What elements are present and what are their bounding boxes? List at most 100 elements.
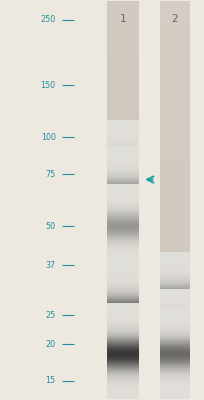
Bar <box>106 304 138 306</box>
Bar <box>106 346 138 348</box>
Bar <box>106 131 138 132</box>
Bar <box>106 150 138 152</box>
Bar <box>106 366 138 368</box>
Bar <box>106 132 138 134</box>
Bar <box>106 114 138 116</box>
Bar <box>159 306 189 308</box>
Bar <box>106 183 138 186</box>
Bar <box>106 310 138 312</box>
Bar <box>106 28 138 30</box>
Bar <box>159 208 189 210</box>
Bar <box>159 228 189 230</box>
Bar <box>106 58 138 61</box>
Bar <box>106 364 138 366</box>
Bar <box>159 239 189 241</box>
Bar <box>106 130 138 131</box>
Bar <box>106 227 138 228</box>
Bar <box>106 231 138 232</box>
Bar <box>159 382 189 384</box>
Bar <box>106 180 138 181</box>
Bar <box>159 362 189 364</box>
Bar <box>106 152 138 153</box>
Bar <box>106 290 138 292</box>
Bar <box>106 183 138 184</box>
Bar <box>106 382 138 384</box>
Bar <box>106 161 138 163</box>
Bar <box>106 5 138 7</box>
Bar <box>106 214 138 217</box>
Bar <box>159 188 189 190</box>
Bar <box>106 206 138 208</box>
Bar <box>159 134 189 136</box>
Text: 15: 15 <box>45 376 55 386</box>
Bar <box>159 308 189 310</box>
Bar <box>106 315 138 317</box>
Bar <box>106 230 138 232</box>
Bar <box>159 150 189 152</box>
Bar <box>106 186 138 188</box>
Bar <box>106 63 138 65</box>
Bar <box>106 176 138 177</box>
Bar <box>159 330 189 332</box>
Bar <box>106 166 138 167</box>
Bar <box>106 299 138 301</box>
Bar <box>106 99 138 101</box>
Bar <box>106 122 138 123</box>
Bar <box>106 200 138 201</box>
Bar <box>106 393 138 395</box>
Bar <box>159 299 189 301</box>
Bar <box>106 1 138 399</box>
Bar <box>106 317 138 319</box>
Bar <box>106 234 138 235</box>
Bar <box>106 36 138 38</box>
Bar <box>106 110 138 112</box>
Bar <box>106 395 138 397</box>
Bar <box>106 163 138 166</box>
Bar <box>159 48 189 50</box>
Bar <box>106 153 138 154</box>
Bar <box>106 275 138 277</box>
Bar <box>159 264 189 266</box>
Bar <box>159 43 189 45</box>
Bar <box>106 148 138 150</box>
Bar <box>106 169 138 170</box>
Bar <box>106 377 138 379</box>
Bar <box>106 397 138 399</box>
Bar <box>106 12 138 14</box>
Bar <box>106 129 138 130</box>
Bar <box>106 136 138 137</box>
Bar <box>106 321 138 324</box>
Bar <box>106 156 138 159</box>
Bar <box>159 18 189 21</box>
Bar <box>159 284 189 286</box>
Bar <box>106 254 138 257</box>
Bar <box>106 143 138 146</box>
Bar <box>106 223 138 226</box>
Bar <box>106 332 138 335</box>
Bar <box>159 194 189 197</box>
Bar <box>159 179 189 181</box>
Bar <box>106 165 138 166</box>
Bar <box>106 88 138 90</box>
Bar <box>106 195 138 196</box>
Text: 75: 75 <box>45 170 55 179</box>
Bar <box>106 390 138 393</box>
Bar <box>159 272 189 275</box>
Bar <box>106 128 138 129</box>
Bar <box>106 41 138 43</box>
Bar <box>106 92 138 94</box>
Bar <box>106 244 138 246</box>
Bar <box>106 230 138 231</box>
Text: 1: 1 <box>119 14 125 24</box>
Bar <box>106 170 138 171</box>
Bar <box>159 344 189 346</box>
Bar <box>159 275 189 277</box>
Bar <box>106 270 138 272</box>
Bar <box>106 72 138 74</box>
Bar <box>159 312 189 315</box>
Bar <box>106 197 138 199</box>
Bar <box>106 372 138 375</box>
Bar <box>106 166 138 168</box>
Bar <box>159 386 189 388</box>
Bar <box>159 90 189 92</box>
